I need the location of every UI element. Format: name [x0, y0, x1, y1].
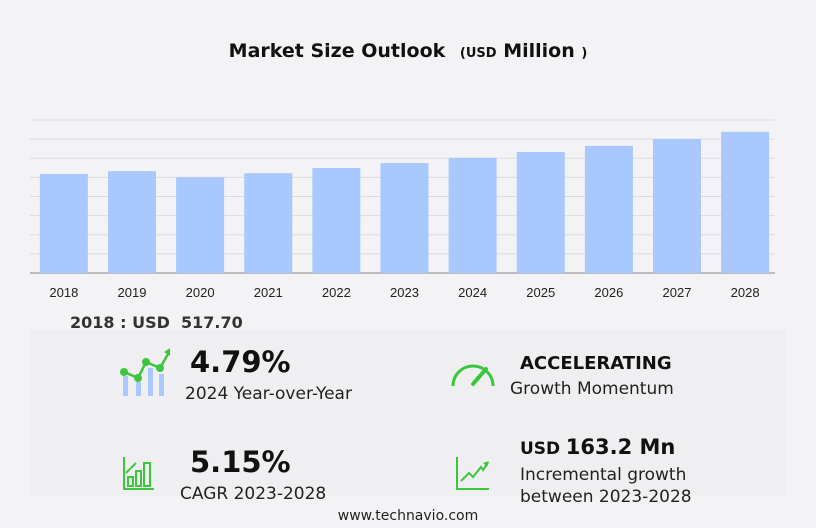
title-paren: ) [581, 46, 588, 61]
bar-growth-icon [123, 457, 154, 490]
incremental-label: Incremental growth [520, 465, 687, 485]
x-tick-label: 2019 [118, 285, 147, 300]
bar-2023 [380, 163, 429, 273]
incremental-period: between 2023-2028 [520, 487, 692, 507]
footer-url: www.technavio.com [337, 508, 479, 524]
bar-2019 [107, 171, 156, 273]
x-tick-label: 2022 [322, 285, 351, 300]
stats-panel [30, 330, 786, 496]
incremental-prefix: USD [520, 439, 561, 459]
bar-2021 [244, 173, 293, 273]
cagr-label: CAGR 2023-2028 [180, 484, 327, 504]
incremental-value: USD 163.2 Mn [520, 435, 675, 459]
bar-2020 [176, 177, 225, 273]
bar-2025 [516, 151, 565, 273]
x-tick-label: 2024 [458, 285, 487, 300]
momentum-value: ACCELERATING [520, 353, 672, 374]
x-tick-label: 2028 [731, 285, 760, 300]
cagr-value: 5.15% [190, 445, 291, 479]
chart-title: Market Size Outlook (USD Million ) [0, 40, 816, 62]
x-tick-label: 2020 [186, 285, 215, 300]
growth-chart-icon [120, 348, 170, 396]
x-tick-label: 2018 [49, 285, 78, 300]
x-tick-label: 2025 [526, 285, 555, 300]
incremental-amount: 163.2 Mn [565, 435, 676, 459]
speedometer-icon [451, 364, 495, 387]
bar-2024 [448, 157, 497, 273]
title-unit: USD [465, 46, 497, 61]
x-tick-label: 2026 [594, 285, 623, 300]
bar-2027 [653, 138, 702, 273]
trend-line-icon [456, 457, 489, 490]
title-paren: ( [459, 46, 466, 61]
bar-2018 [39, 173, 88, 273]
title-main: Market Size Outlook [228, 40, 446, 62]
bar-2026 [584, 145, 633, 273]
yoy-value: 4.79% [190, 345, 291, 379]
base-year-label: 2018 : USD 517.70 [70, 313, 243, 332]
title-unit-rest: Million [503, 40, 575, 62]
bar-2028 [721, 131, 770, 273]
yoy-label: 2024 Year-over-Year [185, 384, 352, 404]
x-tick-label: 2027 [663, 285, 692, 300]
x-tick-label: 2023 [390, 285, 419, 300]
bar-2022 [312, 168, 361, 273]
momentum-label: Growth Momentum [510, 379, 674, 399]
x-tick-label: 2021 [254, 285, 283, 300]
bar-chart: 2018 2019 2020 2021 2022 2023 2024 2025 2026 2027… [30, 119, 775, 300]
